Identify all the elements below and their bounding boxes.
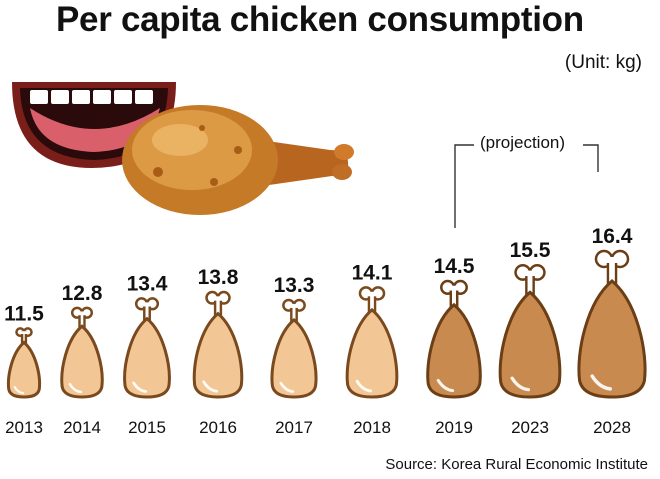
drumstick-bar-2013: 11.5 2013: [4, 302, 44, 437]
drumstick-body: [577, 279, 647, 399]
value-label-2017: 13.3: [274, 274, 315, 297]
value-label-2018: 14.1: [352, 261, 393, 284]
year-label-2015: 2015: [128, 418, 166, 437]
bone-icon: [15, 327, 33, 348]
projection-bracket: [454, 144, 599, 228]
value-label-2015: 13.4: [127, 272, 168, 295]
year-label-2018: 2018: [353, 418, 391, 437]
value-label-2028: 16.4: [592, 225, 633, 248]
drumstick-bar-2028: 16.4 2028: [577, 225, 647, 437]
value-label-2014: 12.8: [62, 282, 103, 305]
drumstick-body: [123, 316, 171, 399]
drumstick-bar-2015: 13.4 2015: [123, 272, 171, 437]
drumstick-bar-2018: 14.1 2018: [345, 261, 399, 437]
year-label-2016: 2016: [199, 418, 237, 437]
drumstick-body: [426, 302, 482, 399]
drumstick-body: [60, 324, 104, 399]
drumstick-body: [498, 290, 562, 399]
bone-icon: [514, 263, 546, 301]
drumstick-bars: 11.5 2013 12.8 2014 13.4 2015 13.8 2016 13.3 2017…: [4, 225, 647, 437]
value-label-2016: 13.8: [198, 266, 239, 289]
drumstick-bar-2019: 14.5 2019: [426, 255, 482, 437]
projection-label: (projection): [478, 133, 568, 153]
drumstick-body: [192, 311, 244, 399]
bone-icon: [282, 298, 306, 327]
value-label-2023: 15.5: [510, 239, 551, 262]
year-label-2023: 2023: [511, 418, 549, 437]
value-label-2019: 14.5: [434, 255, 475, 278]
drumstick-bar-2023: 15.5 2023: [498, 239, 562, 437]
drumstick-bar-2016: 13.8 2016: [192, 266, 244, 437]
bone-icon: [70, 306, 94, 333]
drumstick-body: [270, 317, 318, 399]
drumstick-body: [345, 307, 399, 399]
value-label-2013: 11.5: [4, 302, 44, 325]
source-note: Source: Korea Rural Economic Institute: [385, 456, 648, 473]
year-label-2028: 2028: [593, 418, 631, 437]
year-label-2017: 2017: [275, 418, 313, 437]
drumstick-bar-2017: 13.3 2017: [270, 274, 318, 437]
drumstick-bar-2014: 12.8 2014: [60, 282, 104, 437]
year-label-2013: 2013: [5, 418, 43, 437]
fried-drumstick-icon: [122, 105, 354, 215]
year-label-2014: 2014: [63, 418, 101, 437]
year-label-2019: 2019: [435, 418, 473, 437]
chart-title: Per capita chicken consumption: [56, 0, 584, 39]
bone-icon: [440, 279, 468, 313]
bone-icon: [594, 249, 630, 291]
bone-icon: [358, 286, 386, 318]
drumstick-body: [6, 340, 42, 399]
unit-label: (Unit: kg): [564, 52, 642, 73]
